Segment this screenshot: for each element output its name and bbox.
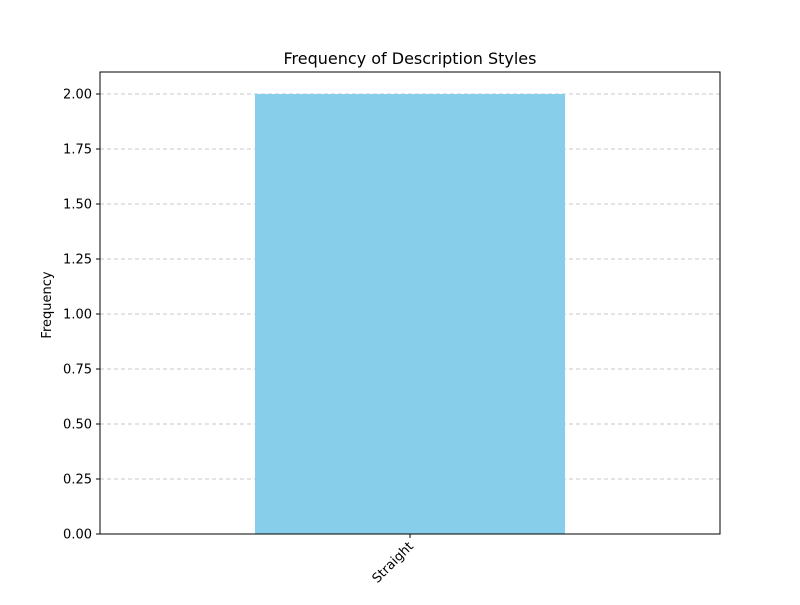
y-tick-label: 0.50: [63, 418, 92, 433]
y-tick-label: 1.00: [63, 308, 92, 323]
y-axis-label: Frequency: [40, 271, 55, 338]
bars: [255, 94, 565, 534]
y-tick-label: 2.00: [63, 88, 92, 103]
y-tick-label: 1.75: [63, 143, 92, 158]
y-tick-label: 0.00: [63, 528, 92, 543]
y-tick-label: 1.25: [63, 253, 92, 268]
x-axis-ticks: Straight: [370, 534, 417, 587]
y-axis-ticks: 0.00 0.25 0.50 0.75 1.00 1.25 1.50 1.75 2.00: [63, 88, 100, 543]
y-tick-label: 0.75: [63, 363, 92, 378]
y-tick-label: 1.50: [63, 198, 92, 213]
y-tick-label: 0.25: [63, 473, 92, 488]
chart-title: Frequency of Description Styles: [284, 49, 537, 68]
x-tick-label: Straight: [370, 539, 417, 586]
bar: [255, 94, 565, 534]
